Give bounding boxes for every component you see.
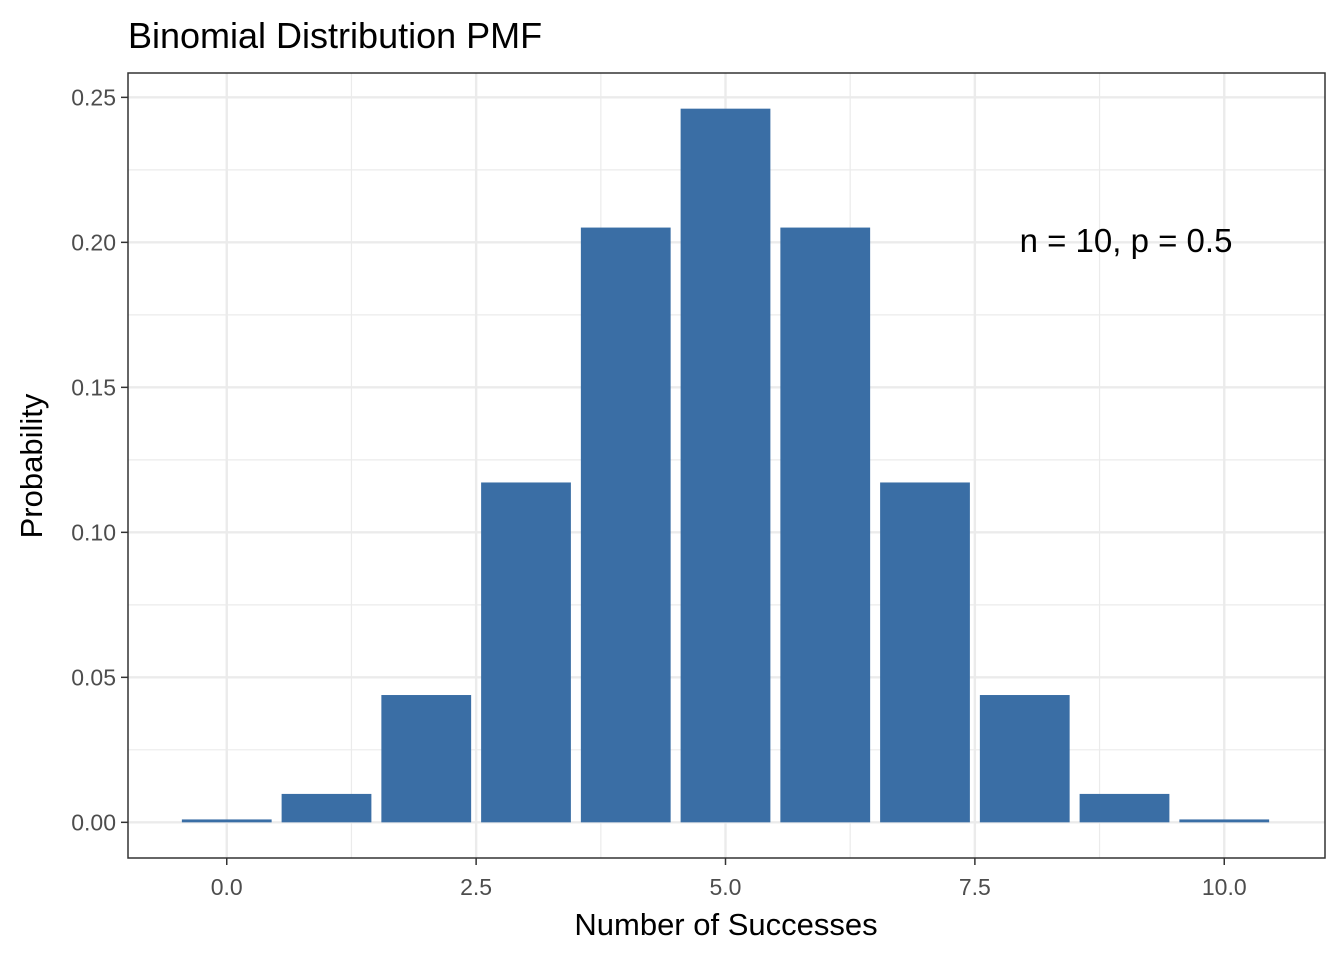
panel-border xyxy=(127,72,1326,859)
x-tick-label: 0.0 xyxy=(211,874,243,900)
bar-0 xyxy=(181,819,272,823)
y-tick-label: 0.15 xyxy=(71,374,116,400)
bar-1 xyxy=(281,793,372,823)
x-tick-label: 10.0 xyxy=(1202,874,1247,900)
bar-8 xyxy=(979,695,1070,823)
bar-9 xyxy=(1079,793,1170,823)
bar-10 xyxy=(1179,819,1270,823)
bar-4 xyxy=(580,227,671,823)
y-axis: 0.00 0.05 0.10 0.15 0.20 0.25 xyxy=(71,84,128,835)
bars xyxy=(181,108,1270,823)
bar-5 xyxy=(680,108,771,823)
bar-3 xyxy=(481,482,571,823)
y-tick-label: 0.25 xyxy=(71,84,116,110)
x-axis: 0.0 2.5 5.0 7.5 10.0 xyxy=(211,858,1247,900)
parameter-annotation: n = 10, p = 0.5 xyxy=(1020,222,1233,259)
y-tick-label: 0.00 xyxy=(71,809,116,835)
y-axis-title: Probability xyxy=(14,393,49,538)
y-tick-label: 0.20 xyxy=(71,229,116,255)
bar-7 xyxy=(880,482,970,823)
bar-2 xyxy=(381,695,472,823)
chart-title: Binomial Distribution PMF xyxy=(128,15,542,56)
y-tick-label: 0.10 xyxy=(71,519,116,545)
x-tick-label: 5.0 xyxy=(710,874,742,900)
x-tick-label: 7.5 xyxy=(959,874,991,900)
x-axis-title: Number of Successes xyxy=(574,907,877,942)
x-tick-label: 2.5 xyxy=(460,874,492,900)
bar-6 xyxy=(780,227,871,823)
y-tick-label: 0.05 xyxy=(71,664,116,690)
